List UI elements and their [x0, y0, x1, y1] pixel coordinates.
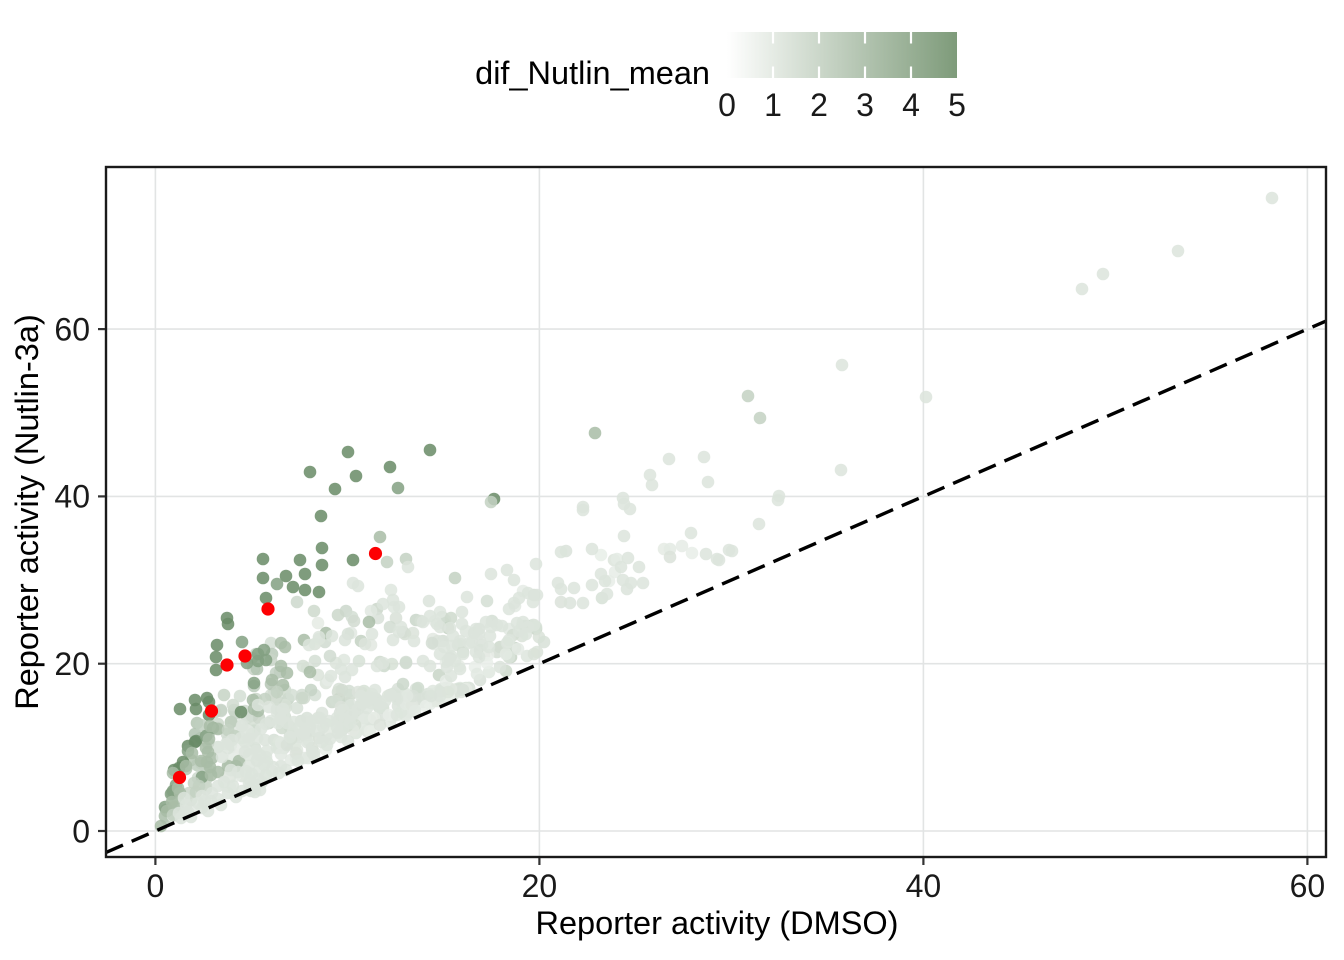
- svg-text:Reporter activity (DMSO): Reporter activity (DMSO): [536, 905, 899, 941]
- svg-text:0: 0: [72, 813, 90, 849]
- svg-text:1: 1: [764, 87, 782, 123]
- svg-text:20: 20: [54, 646, 90, 682]
- svg-text:60: 60: [54, 311, 90, 347]
- svg-text:60: 60: [1290, 868, 1326, 904]
- svg-text:5: 5: [948, 87, 966, 123]
- svg-text:Reporter activity (Nutlin-3a): Reporter activity (Nutlin-3a): [9, 314, 45, 710]
- svg-text:40: 40: [54, 479, 90, 515]
- svg-text:4: 4: [902, 87, 920, 123]
- svg-text:3: 3: [856, 87, 874, 123]
- svg-text:0: 0: [147, 868, 165, 904]
- svg-text:dif_Nutlin_mean: dif_Nutlin_mean: [475, 55, 710, 91]
- svg-text:20: 20: [522, 868, 558, 904]
- svg-text:0: 0: [718, 87, 736, 123]
- svg-text:2: 2: [810, 87, 828, 123]
- svg-text:40: 40: [906, 868, 942, 904]
